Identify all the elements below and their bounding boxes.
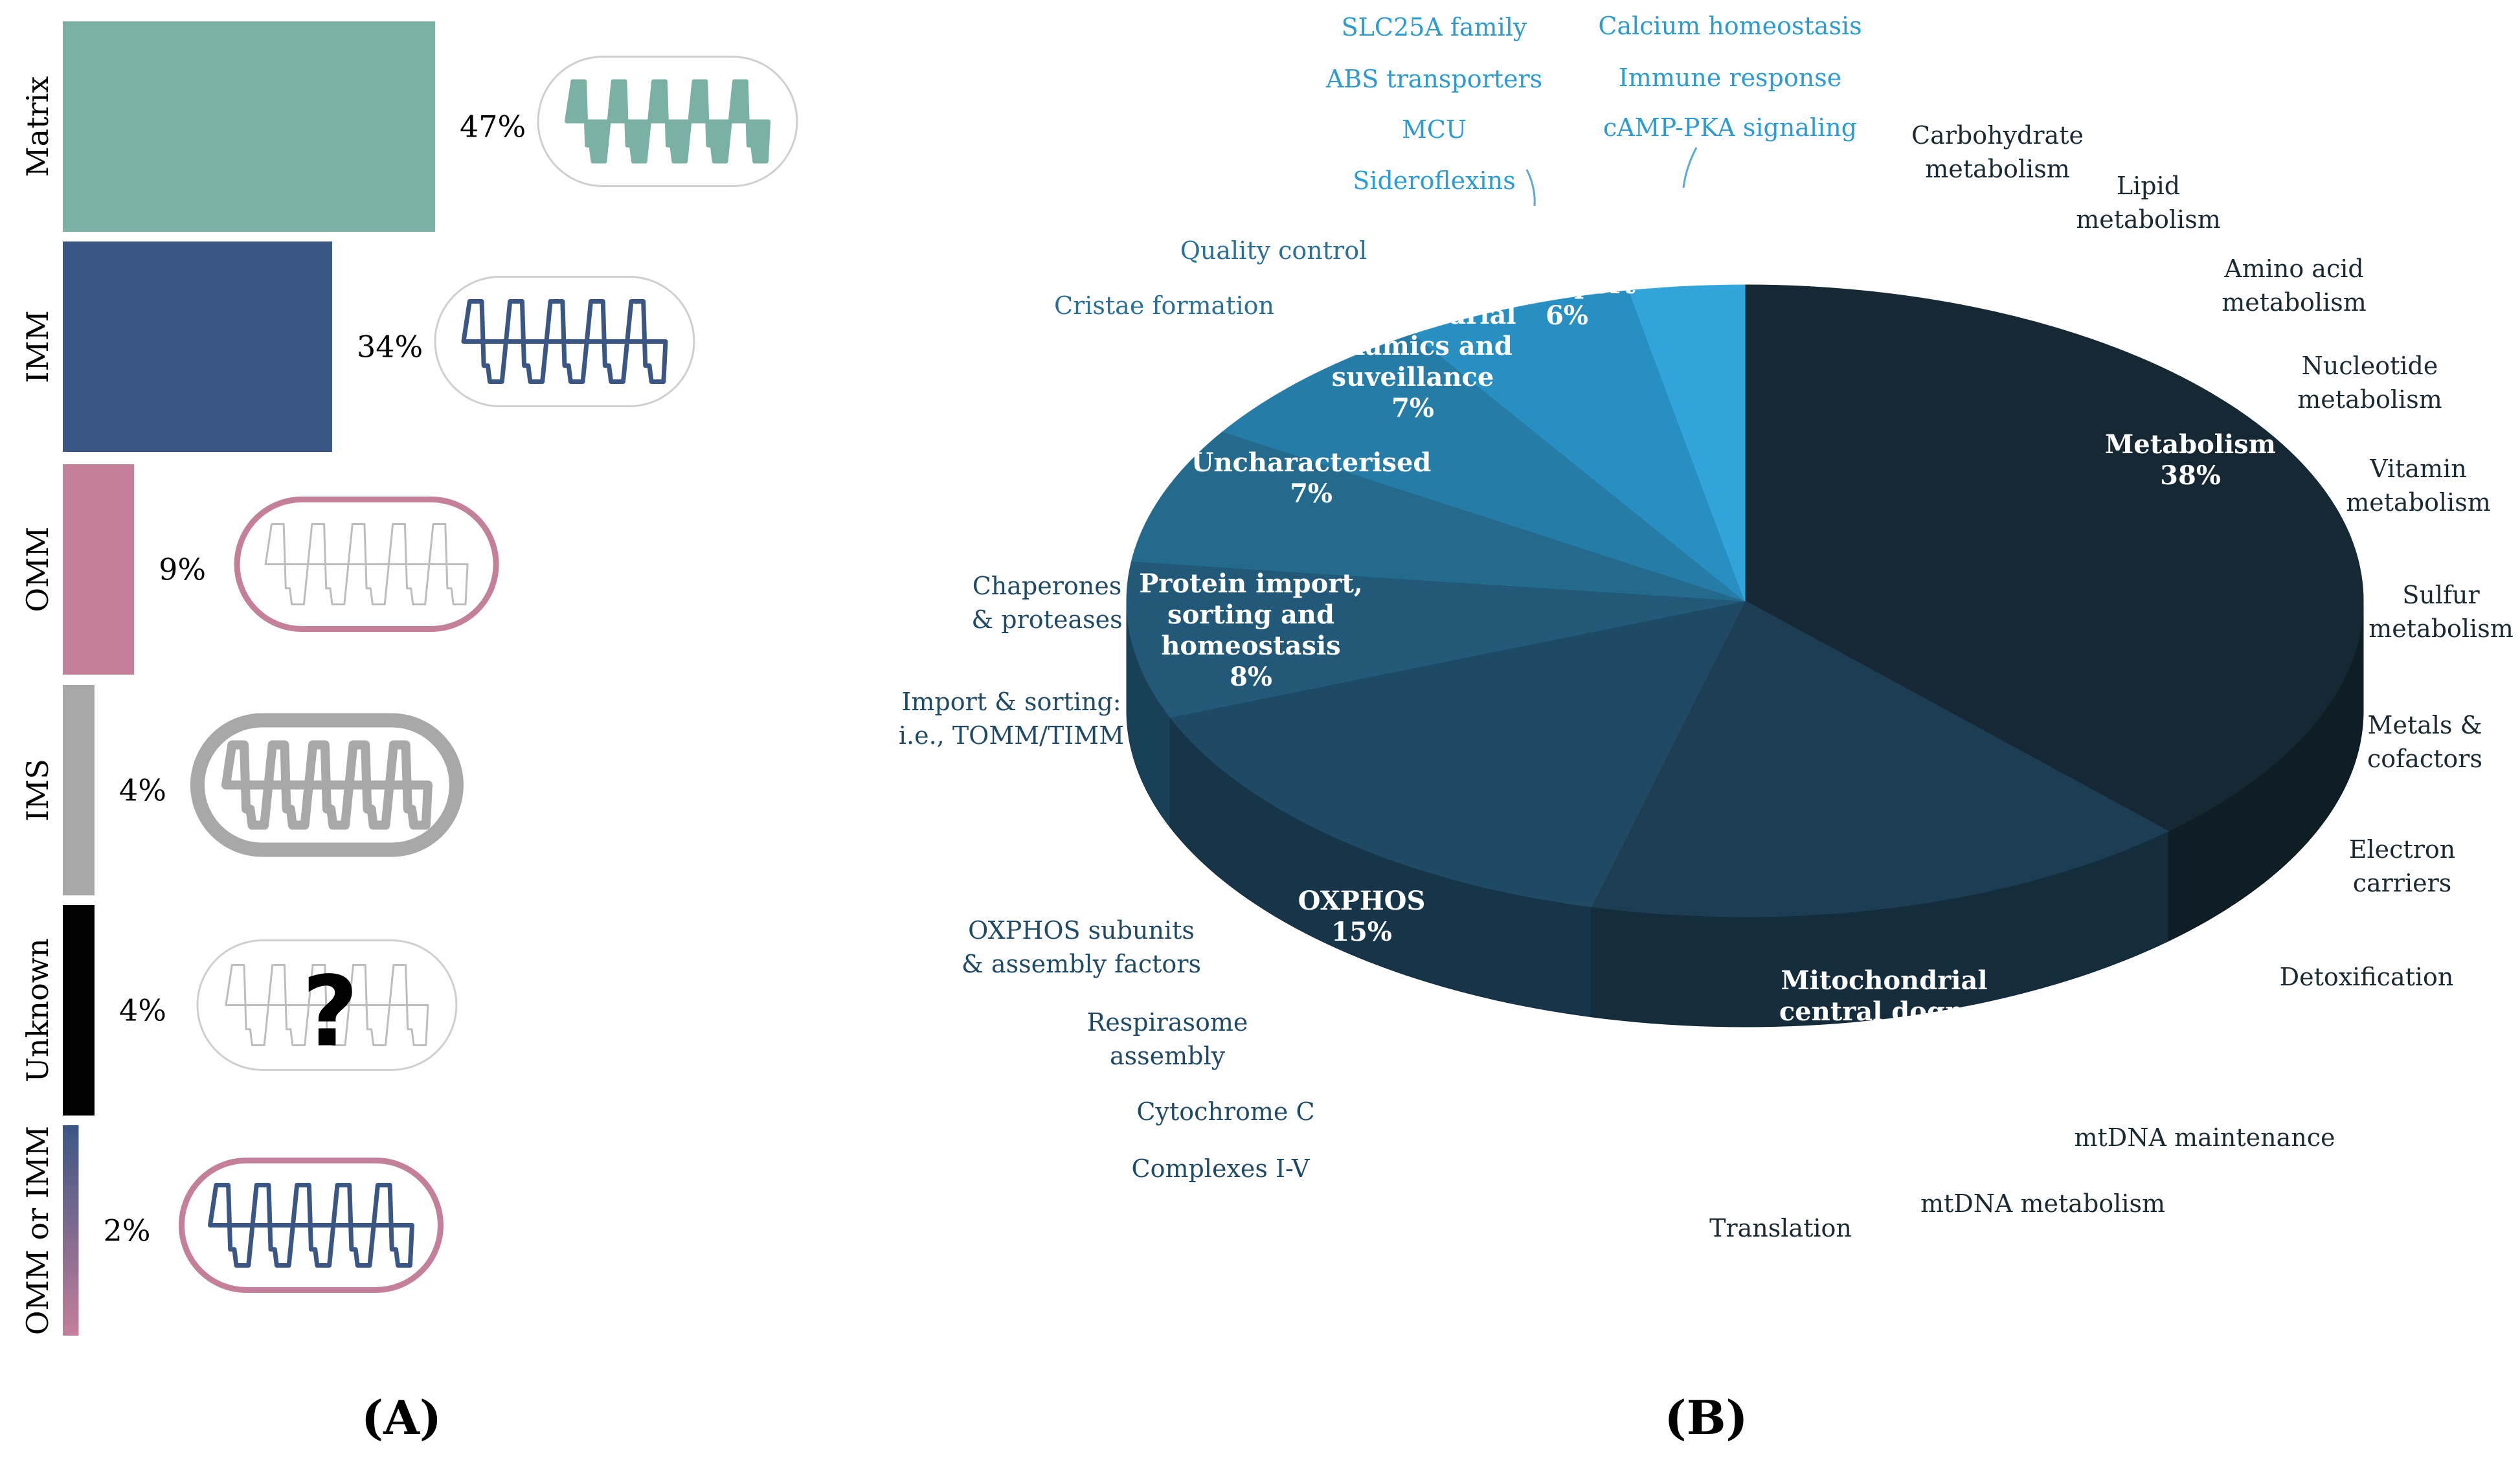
pie-slice-small-molecule — [1413, 290, 1746, 602]
mitochondrion-icon — [234, 497, 499, 632]
annotation-signaling: Calcium homeostasis — [1598, 12, 1862, 40]
unknown-question-mark: ? — [302, 956, 358, 1069]
mitochondrion-icon: ? — [196, 939, 458, 1071]
annotation-central-dogma: mtDNA maintenance — [2075, 1123, 2335, 1152]
pie-slice-protein-import — [1126, 561, 1746, 718]
bar-category-label: OMM or IMM — [20, 1126, 55, 1335]
pie-slice-uncharacterised — [1131, 431, 1746, 601]
annotation-oxphos: Complexes I-V — [1132, 1154, 1311, 1183]
panel-a-bar-chart: Matrix 47% IMM 34% OMM 9% IMS 4% Unknown 4% ? OMM o… — [20, 21, 798, 1336]
annotation-metabolism: Nucleotide metabolism — [2297, 352, 2442, 414]
bar-category-label: IMM — [20, 310, 55, 383]
pie-slice-labels: Metabolism 38% Mitochondrial central dogma 1… — [1139, 196, 2276, 1058]
pie-top — [1126, 284, 2364, 917]
bar-category-label: Matrix — [20, 76, 55, 177]
bar-category-label: OMM — [20, 527, 55, 612]
leader-line — [1525, 169, 1536, 207]
annotation-metabolism: Lipid metabolism — [2076, 172, 2221, 234]
bar-value-label: 9% — [159, 552, 206, 587]
annotation-metabolism: Carbohydrate metabolism — [1911, 121, 2084, 183]
annotation-metabolism: Metals & cofactors — [2367, 711, 2482, 773]
annotation-transport: MCU — [1402, 115, 1467, 144]
mitochondrion-icon — [190, 713, 464, 857]
pie-slice-signaling — [1628, 284, 1746, 601]
annotation-dynamics: Quality control — [1180, 236, 1367, 265]
bar-value-label: 34% — [357, 330, 423, 365]
mitochondrion-icon — [178, 1158, 444, 1293]
bar-category-label: IMS — [20, 759, 55, 822]
annotation-metabolism: Amino acid metabolism — [2222, 254, 2367, 317]
pie-slice-label: Mitochondrial dynamics and suveillance 7% — [1309, 300, 1516, 423]
bar-value-label: 4% — [119, 993, 166, 1028]
bar-row: Matrix 47% — [20, 21, 798, 232]
annotation-signaling: cAMP-PKA signaling — [1603, 113, 1857, 142]
pie-slice-label: Uncharacterised 7% — [1191, 447, 1432, 509]
pie-slice-label: Signaling 3% — [1627, 196, 1766, 258]
annotation-dynamics: Cristae formation — [1054, 291, 1274, 320]
annotation-transport: ABS transporters — [1325, 65, 1542, 93]
annotation-metabolism: Electron carriers — [2349, 835, 2455, 897]
pie-slice-mitochondrial — [1222, 333, 1746, 601]
annotation-protein-import: Import & sorting: i.e., TOMM/TIMM — [899, 688, 1124, 750]
pie-slice-label: Small molecule transport 6% — [1455, 238, 1678, 331]
annotation-signaling: Immune response — [1619, 63, 1841, 92]
annotation-transport: Sideroflexins — [1353, 166, 1515, 195]
bar-ims — [63, 685, 95, 895]
pie-slice-label: Metabolism 38% — [2105, 429, 2276, 491]
annotation-central-dogma: mtDNA metabolism — [1920, 1189, 2165, 1218]
bar-value-label: 2% — [103, 1213, 150, 1248]
bar-row: OMM 9% — [20, 464, 499, 675]
bar-imm — [63, 241, 332, 452]
annotation-metabolism: Vitamin metabolism — [2346, 454, 2491, 517]
annotation-transport: SLC25A family — [1342, 13, 1527, 41]
bar-value-label: 4% — [119, 773, 166, 808]
annotation-protein-import: Chaperones & proteases — [971, 572, 1122, 634]
panel-b-label: (B) — [1665, 1390, 1748, 1445]
pie-slice-label: Mitochondrial central dogma 16% — [1779, 965, 1989, 1058]
annotation-metabolism: Sulfur metabolism — [2368, 581, 2514, 643]
pie-slice-label: Protein import, sorting and homeostasis 8% — [1139, 568, 1363, 692]
mitochondrion-icon — [434, 276, 695, 407]
pie-slice-metabolism — [1744, 284, 2364, 832]
leader-line — [1682, 147, 1698, 188]
annotation-metabolism: Detoxification — [2280, 963, 2454, 991]
bar-row: IMS 4% — [20, 685, 464, 895]
bar-omm-or-imm — [63, 1125, 79, 1336]
bar-row: IMM 34% — [20, 241, 695, 452]
bar-unknown — [63, 905, 95, 1116]
annotation-oxphos: Cytochrome C — [1136, 1097, 1314, 1126]
bar-matrix — [63, 21, 435, 232]
bar-row: OMM or IMM 2% — [20, 1125, 444, 1336]
bar-category-label: Unknown — [20, 938, 55, 1082]
pie-slice-oxphos — [1169, 600, 1746, 908]
pie-slice-mitochondrial — [1590, 600, 2169, 917]
pie-3d-sides — [1126, 600, 2364, 1027]
bar-row: Unknown 4%? — [20, 905, 458, 1116]
annotation-oxphos: Respirasome assembly — [1087, 1008, 1248, 1070]
panel-a-label: (A) — [361, 1390, 442, 1445]
annotation-oxphos: OXPHOS subunits & assembly factors — [962, 916, 1201, 978]
annotation-central-dogma: Translation — [1709, 1214, 1852, 1242]
pie-slice-label: OXPHOS 15% — [1298, 886, 1426, 947]
bar-value-label: 47% — [460, 109, 526, 144]
mitochondrion-icon — [537, 56, 798, 187]
bar-omm — [63, 464, 135, 675]
